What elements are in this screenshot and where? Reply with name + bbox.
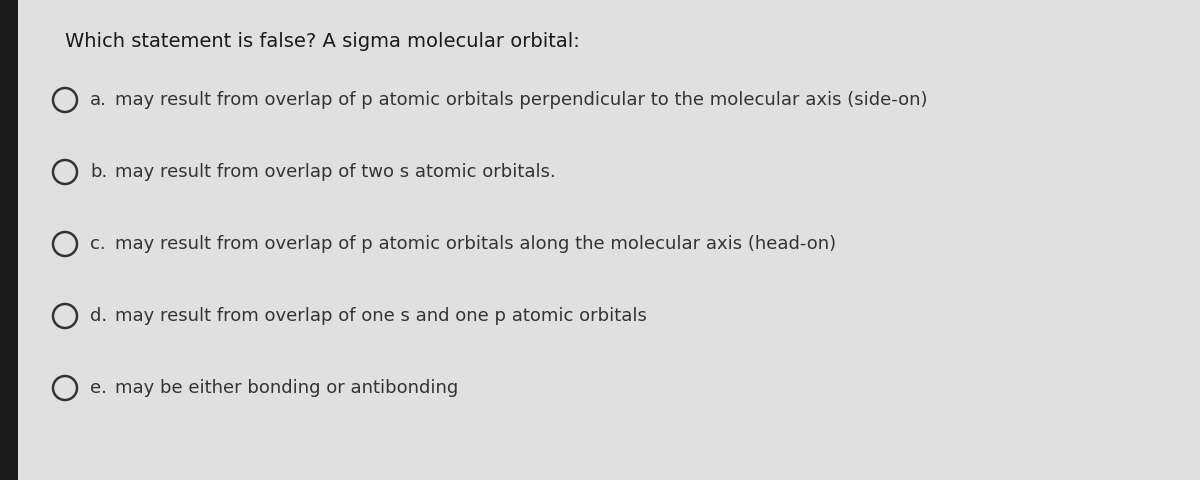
Text: b.: b. (90, 163, 107, 181)
Text: Which statement is false? A sigma molecular orbital:: Which statement is false? A sigma molecu… (65, 32, 580, 51)
Text: e.: e. (90, 379, 107, 397)
Text: may result from overlap of p atomic orbitals along the molecular axis (head-on): may result from overlap of p atomic orbi… (115, 235, 836, 253)
Text: may be either bonding or antibonding: may be either bonding or antibonding (115, 379, 458, 397)
Text: d.: d. (90, 307, 107, 325)
Text: c.: c. (90, 235, 106, 253)
Text: may result from overlap of two s atomic orbitals.: may result from overlap of two s atomic … (115, 163, 556, 181)
Text: may result from overlap of one s and one p atomic orbitals: may result from overlap of one s and one… (115, 307, 647, 325)
Bar (0, 0, 18, 480)
Text: a.: a. (90, 91, 107, 109)
Text: may result from overlap of p atomic orbitals perpendicular to the molecular axis: may result from overlap of p atomic orbi… (115, 91, 928, 109)
